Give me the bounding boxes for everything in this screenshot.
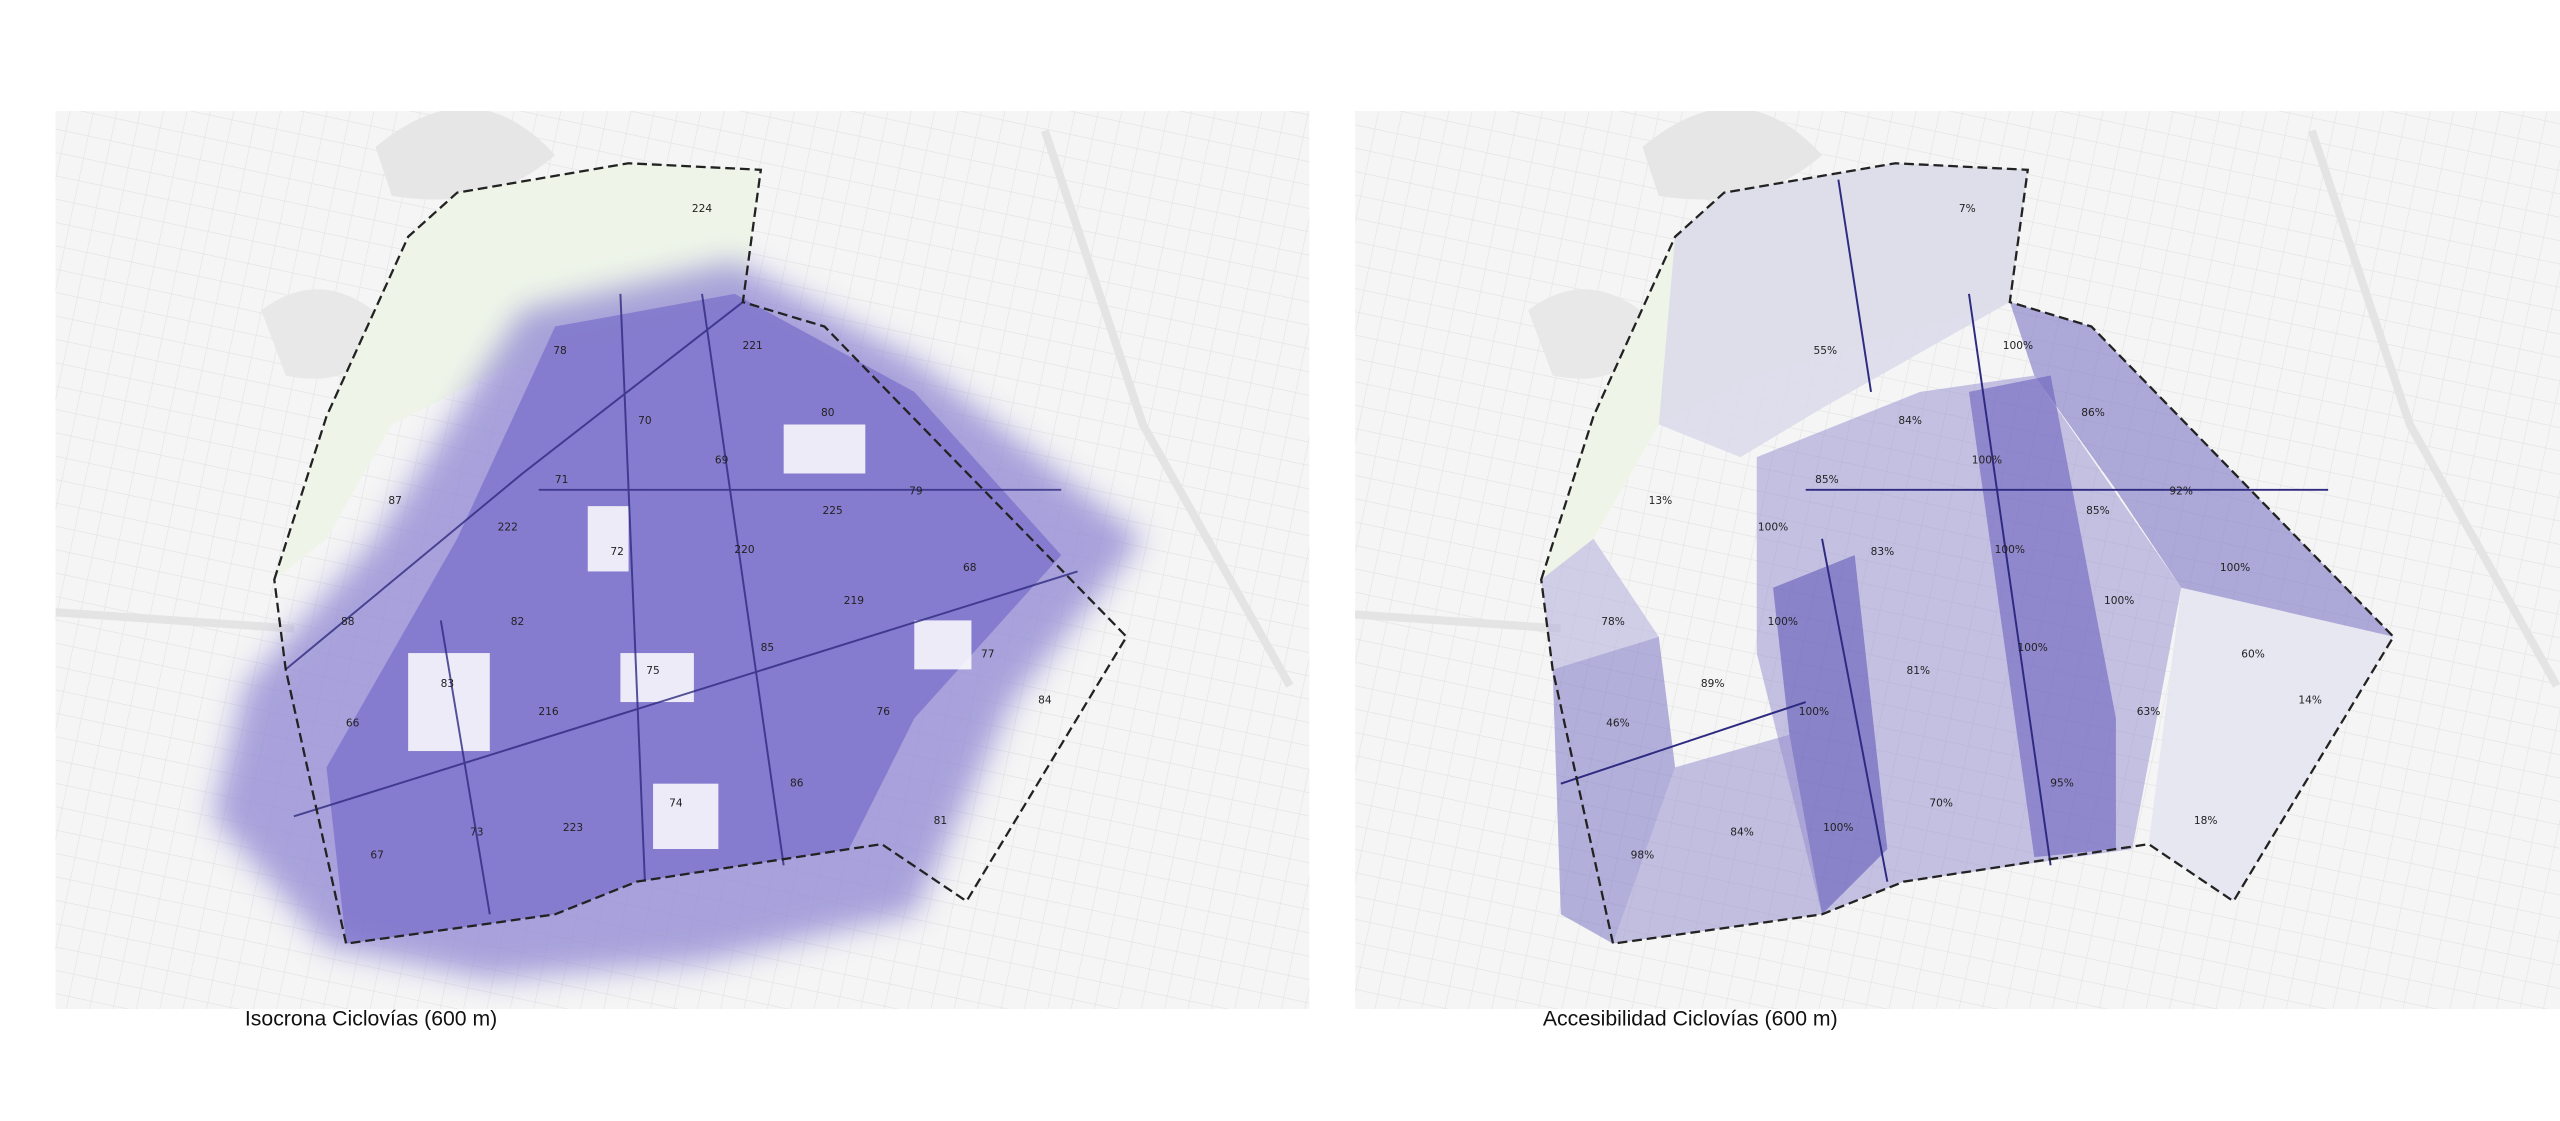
zone-label: 100% xyxy=(1758,520,1788,533)
zone-label: 78% xyxy=(1601,615,1625,628)
zone-label: 86% xyxy=(2081,406,2105,419)
zone-label: 225 xyxy=(823,504,843,517)
zone-label: 216 xyxy=(538,705,559,718)
zone-label: 221 xyxy=(743,339,763,352)
zone-label: 13% xyxy=(1649,494,1673,507)
map-caption: Accesibilidad Ciclovías (600 m) xyxy=(1543,1007,1838,1030)
zone-label: 220 xyxy=(734,543,755,556)
zone-label: 81 xyxy=(934,814,948,827)
zone-label: 100% xyxy=(1823,821,1853,834)
zone-label: 73 xyxy=(470,826,484,839)
zone-label: 68 xyxy=(963,561,977,574)
zone-label: 46% xyxy=(1606,716,1630,729)
zone-label: 95% xyxy=(2050,777,2074,790)
zone-label: 84% xyxy=(1898,414,1922,427)
zone-label: 70% xyxy=(1929,796,1953,809)
zone-label: 63% xyxy=(2137,705,2161,718)
zone-label: 78 xyxy=(553,344,567,357)
zone-label: 83% xyxy=(1871,545,1895,558)
zone-label: 7% xyxy=(1959,202,1976,215)
zone-label: 77 xyxy=(981,648,995,661)
isochrone-map: 224 78 221 70 80 71 69 87 222 225 79 72 220 68 88 82 219… xyxy=(56,111,1310,1009)
zone-label: 100% xyxy=(1995,543,2025,556)
zone-label: 219 xyxy=(844,594,864,607)
zone-label: 100% xyxy=(1768,615,1798,628)
zone-label: 98% xyxy=(1631,849,1655,862)
zone-label: 100% xyxy=(2220,561,2250,574)
zone-label: 71 xyxy=(555,473,569,486)
zone-label: 79 xyxy=(909,484,923,497)
zone-label: 66 xyxy=(346,716,360,729)
zone-label: 224 xyxy=(692,202,713,215)
zone-label: 14% xyxy=(2298,693,2322,706)
zone-label: 85% xyxy=(2086,504,2110,517)
zone-label: 89% xyxy=(1701,677,1725,690)
zone-label: 86 xyxy=(790,777,804,790)
zone-label: 83 xyxy=(441,677,455,690)
zone-label: 67 xyxy=(370,849,384,862)
zone-label: 75 xyxy=(646,664,660,677)
zone-label: 92% xyxy=(2169,484,2193,497)
accessibility-map: 7% 55% 100% 84% 86% 85% 100% 13% 100% 85% 92% 83% 10… xyxy=(1322,111,2560,1009)
zone-label: 222 xyxy=(498,520,518,533)
zone-label: 85% xyxy=(1815,473,1839,486)
zone-label: 100% xyxy=(2104,594,2134,607)
map-caption: Isocrona Ciclovías (600 m) xyxy=(245,1007,497,1030)
zone-label: 84% xyxy=(1730,826,1754,839)
zone-label: 72 xyxy=(610,545,624,558)
zone-label: 85 xyxy=(761,641,775,654)
zone-label: 74 xyxy=(669,796,683,809)
zone-label: 88 xyxy=(341,615,355,628)
zone-label: 69 xyxy=(715,453,729,466)
zone-label: 82 xyxy=(511,615,525,628)
zone-label: 100% xyxy=(2003,339,2033,352)
zone-label: 18% xyxy=(2194,814,2218,827)
zone-label: 87 xyxy=(388,494,402,507)
zone-label: 80 xyxy=(821,406,835,419)
zone-label: 100% xyxy=(2017,641,2047,654)
zone-label: 70 xyxy=(638,414,652,427)
zone-label: 76 xyxy=(877,705,891,718)
zone-label: 55% xyxy=(1814,344,1838,357)
zone-label: 223 xyxy=(563,821,583,834)
zone-label: 84 xyxy=(1038,693,1052,706)
zone-label: 100% xyxy=(1972,453,2002,466)
zone-label: 60% xyxy=(2241,648,2265,661)
zone-label: 81% xyxy=(1907,664,1931,677)
zone-label: 100% xyxy=(1799,705,1829,718)
